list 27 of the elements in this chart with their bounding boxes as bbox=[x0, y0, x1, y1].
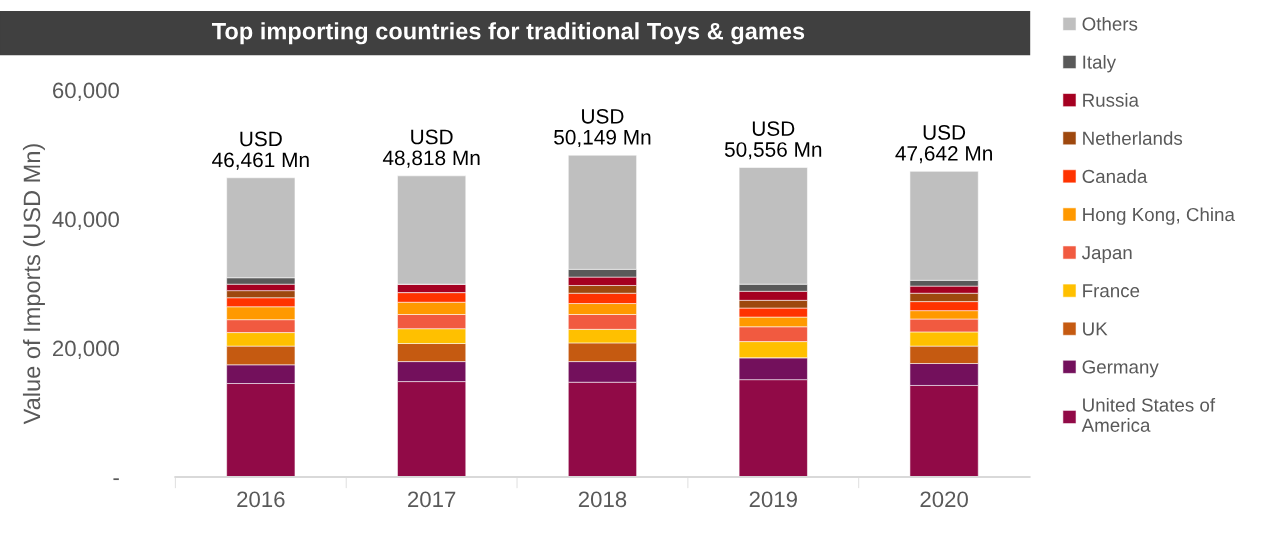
y-tick-label: 40,000 bbox=[52, 211, 119, 230]
total-label: USD 48,818 Mn bbox=[382, 129, 480, 168]
y-tick-label: 20,000 bbox=[53, 340, 119, 359]
y-tick-label: - bbox=[113, 478, 119, 481]
chart-title: Top importing countries for traditional Toys & games bbox=[211, 22, 805, 45]
legend-label: France bbox=[1083, 284, 1140, 298]
x-tick-label: 2017 bbox=[408, 491, 456, 508]
legend-label: United States of America bbox=[1081, 397, 1216, 432]
legend-label: Netherlands bbox=[1083, 131, 1183, 145]
total-label: USD 50,149 Mn bbox=[554, 108, 651, 148]
legend-label: Others bbox=[1082, 16, 1138, 31]
legend-label: Russia bbox=[1083, 93, 1139, 107]
y-axis-title: Value of Imports (USD Mn) bbox=[22, 144, 45, 425]
legend-label: Hong Kong, China bbox=[1083, 207, 1235, 225]
y-tick-label: 60,000 bbox=[53, 82, 119, 101]
total-label: USD 46,461 Mn bbox=[212, 131, 309, 170]
x-tick-label: 2019 bbox=[749, 491, 797, 508]
total-label: USD 47,642 Mn bbox=[895, 125, 992, 164]
legend-label: Germany bbox=[1082, 360, 1159, 378]
x-tick-label: 2018 bbox=[578, 491, 627, 508]
legend-label: Japan bbox=[1081, 246, 1132, 263]
x-tick-label: 2016 bbox=[237, 491, 285, 508]
x-tick-label: 2020 bbox=[920, 491, 968, 508]
legend-label: UK bbox=[1083, 322, 1108, 336]
total-label: USD 50,556 Mn bbox=[724, 121, 822, 160]
legend-label: Canada bbox=[1082, 169, 1148, 184]
legend-label: Italy bbox=[1083, 54, 1117, 73]
